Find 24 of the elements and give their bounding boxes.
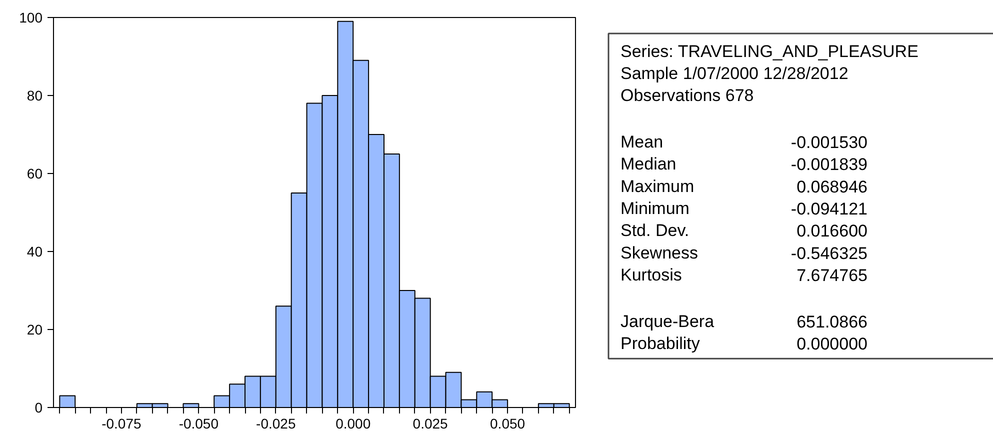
text: Minimum -0.094121: [620, 199, 868, 218]
x-tick-label: -0.050: [178, 416, 219, 432]
text: Skewness -0.546325: [620, 243, 868, 263]
x-tick-label: 0.000: [336, 416, 371, 432]
y-tick-label: 100: [19, 10, 43, 26]
x-tick-label: -0.075: [102, 416, 142, 432]
x-tick-label: -0.025: [256, 416, 296, 432]
y-tick-label: 40: [26, 244, 43, 260]
text: Maximum 0.068946: [620, 176, 868, 196]
x-tick-label: 0.050: [490, 416, 526, 432]
text: Sample 1/07/2000 12/28/2012: [620, 64, 848, 83]
x-tick-label: 0.025: [412, 416, 448, 432]
text: Mean -0.001530: [620, 132, 868, 152]
y-tick-label: 0: [34, 400, 43, 416]
text: Kurtosis 7.674765: [620, 266, 868, 286]
text: Observations 678: [620, 86, 754, 106]
text: Median -0.001839: [620, 154, 868, 174]
text: Probability 0.000000: [620, 334, 868, 354]
text: Std. Dev. 0.016600: [620, 221, 868, 241]
text: Jarque-Bera 651.0866: [620, 312, 868, 332]
y-tick-label: 80: [26, 88, 43, 104]
y-tick-label: 60: [26, 166, 43, 182]
y-tick-label: 20: [26, 322, 43, 338]
text: Series: TRAVELING_AND_PLEASURE: [620, 42, 918, 61]
